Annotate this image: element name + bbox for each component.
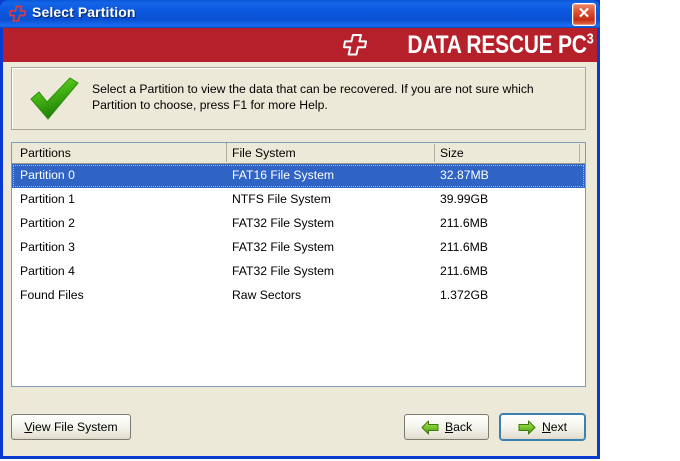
table-row[interactable]: Partition 0 FAT16 File System 32.87MB xyxy=(12,164,585,188)
back-label: Back xyxy=(445,420,472,434)
cell-file-system: FAT32 File System xyxy=(232,216,335,230)
column-header-partitions[interactable]: Partitions xyxy=(20,146,71,160)
accel-letter: B xyxy=(444,420,454,434)
header-separator[interactable] xyxy=(434,144,435,162)
next-label: Next xyxy=(542,420,567,434)
brand-name-text: DATA RESCUE PC xyxy=(406,31,587,59)
accel-letter: N xyxy=(541,420,551,434)
cell-partition: Partition 4 xyxy=(20,264,75,278)
cell-file-system: Raw Sectors xyxy=(232,288,302,302)
view-file-system-button[interactable]: View File System xyxy=(11,414,131,440)
label-rest: ack xyxy=(453,420,473,434)
cell-file-system: NTFS File System xyxy=(232,192,331,206)
list-header-row: Partitions File System Size xyxy=(12,143,585,164)
window-title: Select Partition xyxy=(32,4,136,20)
label-rest: ext xyxy=(550,420,568,434)
cell-size: 1.372GB xyxy=(440,288,489,302)
brand-logo: DATA RESCUE PC3 xyxy=(342,28,593,62)
brand-superscript: 3 xyxy=(586,30,593,48)
column-header-size[interactable]: Size xyxy=(440,146,464,160)
table-row[interactable]: Partition 1 NTFS File System 39.99GB xyxy=(12,188,585,212)
cell-partition: Found Files xyxy=(20,288,84,302)
cell-size: 39.99GB xyxy=(440,192,489,206)
header-separator[interactable] xyxy=(579,144,580,162)
brand-name: DATA RESCUE PC3 xyxy=(407,32,593,58)
close-button[interactable]: ✕ xyxy=(572,3,596,26)
table-row[interactable]: Partition 2 FAT32 File System 211.6MB xyxy=(12,212,585,236)
cell-partition: Partition 2 xyxy=(20,216,75,230)
brand-banner: DATA RESCUE PC3 xyxy=(3,28,597,62)
cross-icon xyxy=(9,5,27,22)
label-rest: iew File System xyxy=(32,420,118,434)
list-rows: Partition 0 FAT16 File System 32.87MB Pa… xyxy=(12,164,585,308)
partition-list[interactable]: Partitions File System Size Partition 0 … xyxy=(11,142,586,387)
client-area: Select a Partition to view the data that… xyxy=(3,62,597,456)
view-file-system-label: View File System xyxy=(24,420,117,434)
next-button[interactable]: Next xyxy=(500,414,585,440)
title-bar[interactable]: Select Partition ✕ xyxy=(0,0,600,28)
column-header-file-system[interactable]: File System xyxy=(232,146,296,160)
back-button[interactable]: Back xyxy=(404,414,489,440)
cell-size: 32.87MB xyxy=(440,168,489,182)
green-check-icon xyxy=(30,77,79,120)
info-panel: Select a Partition to view the data that… xyxy=(11,67,586,130)
cell-partition: Partition 3 xyxy=(20,240,75,254)
arrow-left-icon xyxy=(421,420,439,434)
cell-partition: Partition 0 xyxy=(20,168,75,182)
close-icon: ✕ xyxy=(577,5,591,22)
application-window: Select Partition ✕ DATA RESCUE PC3 xyxy=(0,0,600,459)
accel-letter: V xyxy=(24,420,33,434)
info-text: Select a Partition to view the data that… xyxy=(92,82,534,112)
cell-size: 211.6MB xyxy=(440,264,488,278)
cell-partition: Partition 1 xyxy=(20,192,75,206)
arrow-right-icon xyxy=(518,420,536,434)
cell-file-system: FAT32 File System xyxy=(232,240,335,254)
cell-size: 211.6MB xyxy=(440,240,488,254)
cell-file-system: FAT16 File System xyxy=(232,168,335,182)
table-row[interactable]: Partition 3 FAT32 File System 211.6MB xyxy=(12,236,585,260)
cell-size: 211.6MB xyxy=(440,216,488,230)
header-separator[interactable] xyxy=(226,144,227,162)
table-row[interactable]: Found Files Raw Sectors 1.372GB xyxy=(12,284,585,308)
cross-icon xyxy=(342,34,367,56)
table-row[interactable]: Partition 4 FAT32 File System 211.6MB xyxy=(12,260,585,284)
cell-file-system: FAT32 File System xyxy=(232,264,335,278)
